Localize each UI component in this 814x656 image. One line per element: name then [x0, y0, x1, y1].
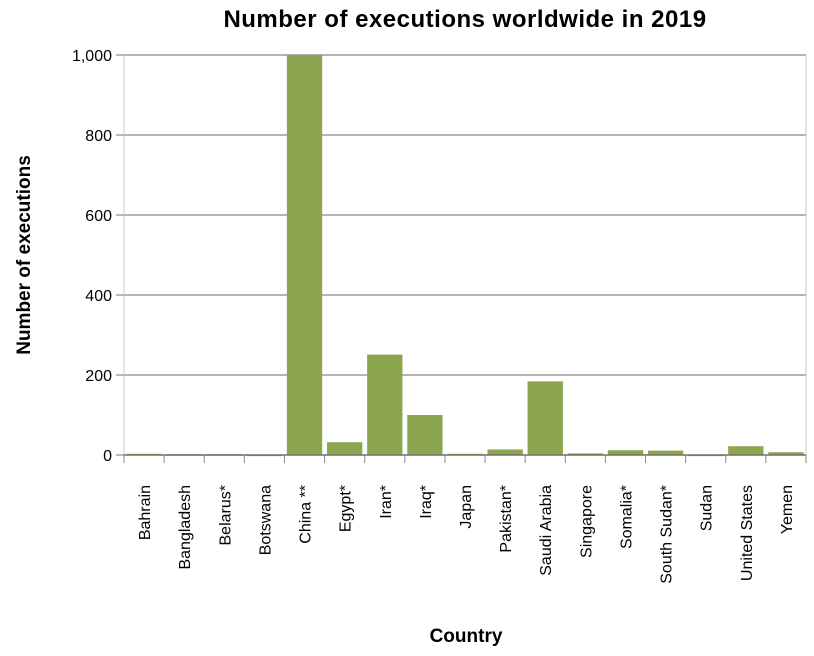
x-tick-label: South Sudan* — [659, 485, 676, 584]
x-tick-label: Pakistan* — [498, 485, 515, 553]
bar — [567, 453, 604, 455]
x-axis-title: Country — [430, 626, 503, 647]
x-tick-label: Bahrain — [137, 485, 154, 540]
bar — [647, 450, 684, 455]
bar — [607, 450, 644, 455]
x-tick-label: China ** — [298, 485, 315, 544]
axes: 0 200 400 600 800 1,000 Bahrain Bangladesh Belar… — [72, 48, 807, 584]
bar — [367, 354, 403, 455]
bar — [768, 452, 804, 455]
y-tick-label: 200 — [85, 368, 112, 385]
bar — [326, 442, 363, 455]
x-tick-label: Sudan — [699, 485, 716, 531]
x-tick-label: Bangladesh — [177, 485, 194, 570]
chart-title: Number of executions worldwide in 2019 — [223, 6, 707, 33]
bar — [487, 449, 523, 455]
bar — [527, 381, 563, 455]
y-tick-label: 600 — [85, 208, 112, 225]
y-tick-label: 1,000 — [72, 48, 112, 65]
y-tick-label: 0 — [103, 448, 112, 465]
bar — [728, 446, 764, 455]
x-tick-label: Singapore — [578, 485, 595, 558]
x-tick-label: Belarus* — [217, 485, 234, 545]
x-tick-label: Saudi Arabia — [538, 485, 555, 576]
x-tick-label: Botswana — [257, 485, 274, 555]
x-tick-label: Egypt* — [338, 485, 355, 532]
gridlines — [123, 54, 807, 456]
x-tick-label: United States — [739, 485, 756, 581]
x-tick-label: Yemen — [779, 485, 796, 534]
bars — [126, 55, 804, 457]
x-tick-label: Japan — [458, 485, 475, 529]
y-axis-title: Number of executions — [14, 155, 35, 355]
y-tick-label: 800 — [85, 128, 112, 145]
bar — [407, 415, 443, 455]
x-tick-label: Iraq* — [418, 485, 435, 519]
x-tick-label: Somalia* — [618, 485, 635, 549]
y-tick-label: 400 — [85, 288, 112, 305]
x-tick-label: Iran* — [378, 485, 395, 519]
bar — [286, 55, 323, 455]
